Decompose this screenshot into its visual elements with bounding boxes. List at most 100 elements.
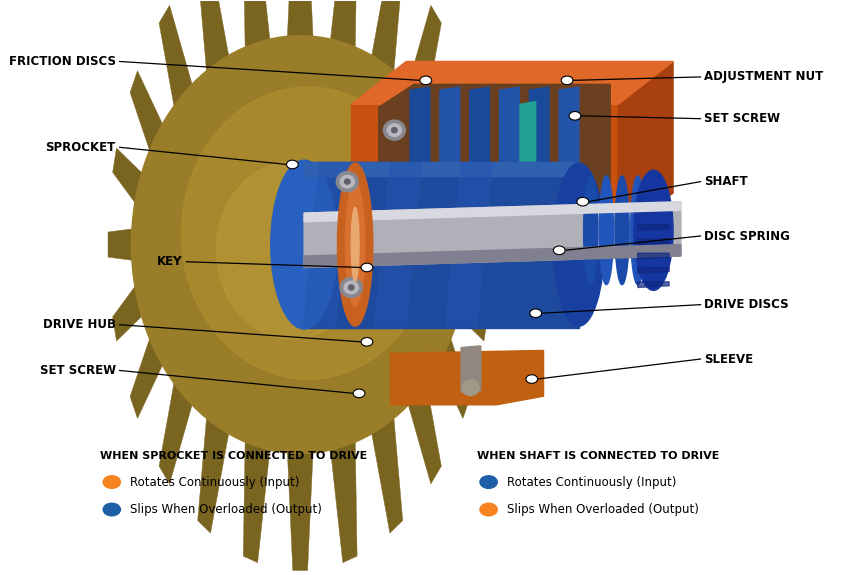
Polygon shape [244, 439, 270, 563]
Polygon shape [456, 282, 487, 341]
Polygon shape [304, 202, 681, 222]
Polygon shape [464, 228, 492, 260]
Polygon shape [407, 378, 441, 484]
Polygon shape [330, 0, 357, 51]
Polygon shape [436, 71, 470, 156]
Ellipse shape [216, 162, 369, 339]
Text: DRIVE HUB: DRIVE HUB [43, 318, 115, 331]
Ellipse shape [634, 170, 673, 290]
Text: WHEN SHAFT IS CONNECTED TO DRIVE: WHEN SHAFT IS CONNECTED TO DRIVE [477, 451, 719, 461]
Ellipse shape [383, 120, 405, 140]
Polygon shape [374, 163, 422, 327]
Ellipse shape [392, 128, 397, 133]
Polygon shape [436, 334, 470, 419]
Polygon shape [461, 346, 481, 392]
Text: Slips When Overloaded (Output): Slips When Overloaded (Output) [507, 503, 699, 516]
Circle shape [103, 476, 121, 488]
Polygon shape [304, 162, 579, 328]
Text: FRICTION DISCS: FRICTION DISCS [9, 55, 115, 68]
Polygon shape [445, 163, 492, 327]
Ellipse shape [584, 176, 598, 285]
Text: SPROCKET: SPROCKET [45, 141, 115, 154]
Circle shape [361, 338, 373, 346]
Ellipse shape [345, 183, 365, 306]
Polygon shape [287, 450, 313, 570]
Polygon shape [159, 5, 193, 111]
Polygon shape [330, 439, 357, 563]
Polygon shape [304, 244, 681, 267]
Polygon shape [520, 102, 536, 185]
Polygon shape [638, 267, 669, 273]
Polygon shape [469, 87, 489, 213]
Circle shape [480, 503, 498, 516]
Polygon shape [108, 228, 136, 260]
Ellipse shape [336, 171, 358, 191]
Circle shape [361, 263, 373, 272]
Text: ADJUSTMENT NUT: ADJUSTMENT NUT [705, 70, 823, 83]
Polygon shape [244, 0, 270, 51]
Circle shape [480, 476, 498, 488]
Polygon shape [407, 5, 441, 111]
Polygon shape [638, 225, 669, 230]
Circle shape [553, 246, 565, 255]
Polygon shape [618, 62, 673, 230]
Text: KEY: KEY [157, 255, 182, 269]
Text: DRIVE DISCS: DRIVE DISCS [705, 298, 789, 311]
Ellipse shape [599, 176, 613, 285]
Polygon shape [529, 87, 549, 213]
Polygon shape [379, 85, 610, 216]
Polygon shape [371, 0, 403, 75]
Circle shape [577, 197, 589, 206]
Polygon shape [638, 253, 669, 259]
Polygon shape [638, 239, 669, 244]
Ellipse shape [345, 281, 358, 294]
Ellipse shape [181, 87, 434, 380]
Circle shape [420, 76, 432, 85]
Polygon shape [113, 282, 144, 341]
Text: SET SCREW: SET SCREW [705, 112, 781, 125]
Ellipse shape [349, 285, 354, 290]
Ellipse shape [345, 179, 350, 184]
Polygon shape [113, 148, 144, 207]
Polygon shape [351, 105, 618, 230]
Polygon shape [130, 334, 164, 419]
Polygon shape [351, 62, 673, 105]
Text: SLEEVE: SLEEVE [705, 352, 753, 366]
Circle shape [286, 160, 298, 169]
Text: Slips When Overloaded (Output): Slips When Overloaded (Output) [130, 503, 321, 516]
Text: Rotates Continuously (Input): Rotates Continuously (Input) [130, 476, 299, 489]
Ellipse shape [615, 176, 629, 285]
Text: Rotates Continuously (Input): Rotates Continuously (Input) [507, 476, 676, 489]
Text: SET SCREW: SET SCREW [39, 364, 115, 377]
Circle shape [561, 76, 573, 85]
Polygon shape [130, 71, 164, 156]
Polygon shape [198, 415, 229, 533]
Text: WHEN SPROCKET IS CONNECTED TO DRIVE: WHEN SPROCKET IS CONNECTED TO DRIVE [100, 451, 368, 461]
Polygon shape [198, 0, 229, 75]
Circle shape [526, 375, 538, 384]
Polygon shape [456, 148, 487, 207]
Ellipse shape [351, 208, 359, 282]
Polygon shape [440, 87, 459, 213]
Circle shape [569, 112, 581, 120]
Polygon shape [304, 162, 579, 176]
Ellipse shape [271, 160, 338, 329]
Ellipse shape [631, 176, 645, 285]
Ellipse shape [340, 175, 354, 188]
Text: DISC SPRING: DISC SPRING [705, 229, 790, 243]
Polygon shape [410, 87, 430, 213]
Circle shape [530, 309, 541, 317]
Polygon shape [304, 202, 681, 267]
Polygon shape [304, 163, 351, 327]
Polygon shape [638, 282, 669, 288]
Polygon shape [499, 87, 519, 213]
Ellipse shape [553, 163, 604, 326]
Text: SHAFT: SHAFT [705, 175, 748, 188]
Ellipse shape [132, 36, 469, 454]
Ellipse shape [462, 380, 479, 396]
Circle shape [103, 503, 121, 516]
Polygon shape [159, 378, 193, 484]
Polygon shape [287, 0, 313, 39]
Polygon shape [559, 87, 579, 213]
Ellipse shape [338, 163, 373, 326]
